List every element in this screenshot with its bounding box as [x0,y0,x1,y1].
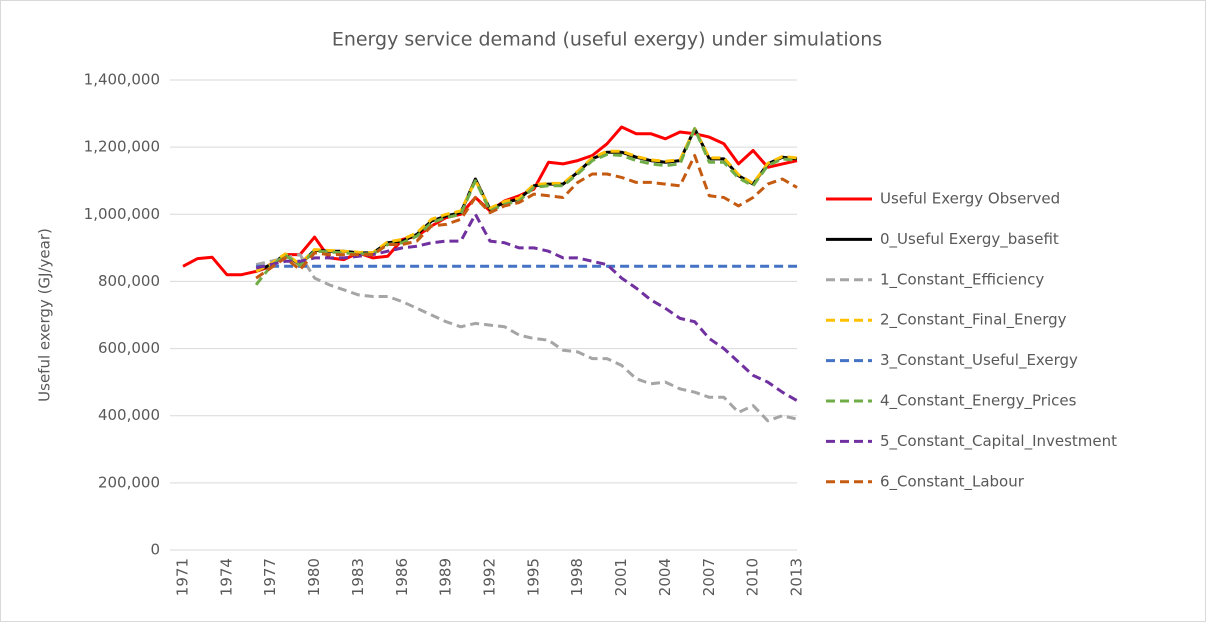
x-tick-label: 1995 [524,558,542,596]
legend-label: 5_Constant_Capital_Investment [880,432,1117,451]
x-tick-label: 1992 [481,558,499,596]
series-line [255,154,798,280]
legend-label: 1_Constant_Efficiency [880,270,1044,289]
y-tick-label: 600,000 [98,339,160,357]
x-tick-label: 2001 [612,558,630,596]
y-tick-label: 800,000 [98,272,160,290]
x-tick-label: 1983 [349,558,367,596]
x-tick-label: 1998 [568,558,586,596]
x-tick-label: 1974 [217,558,235,596]
legend-label: 6_Constant_Labour [880,472,1025,491]
chart-title: Energy service demand (useful exergy) un… [332,29,882,51]
x-tick-label: 1989 [437,558,455,596]
y-tick-label: 1,400,000 [84,71,160,89]
x-tick-label: 2010 [744,558,762,596]
y-tick-label: 0 [150,541,160,559]
series-line [255,212,798,402]
y-tick-label: 1,200,000 [84,138,160,156]
x-tick-label: 1980 [305,558,323,596]
legend-label: 4_Constant_Energy_Prices [880,392,1077,411]
legend-label: Useful Exergy Observed [880,190,1060,208]
x-tick-label: 1986 [393,558,411,596]
x-tick-label: 2013 [788,558,806,596]
x-tick-label: 2007 [700,558,718,596]
series-line [255,253,798,423]
x-tick-label: 1971 [174,558,192,596]
x-tick-label: 2004 [656,558,674,596]
y-axis-label: Useful exergy (GJ/year) [36,228,54,402]
legend-label: 3_Constant_Useful_Exergy [880,351,1078,370]
y-tick-label: 1,000,000 [84,205,160,223]
x-tick-label: 1977 [261,558,279,596]
legend-label: 0_Useful Exergy_basefit [880,230,1059,249]
legend-label: 2_Constant_Final_Energy [880,311,1067,330]
y-tick-label: 200,000 [98,473,160,491]
y-tick-label: 400,000 [98,406,160,424]
